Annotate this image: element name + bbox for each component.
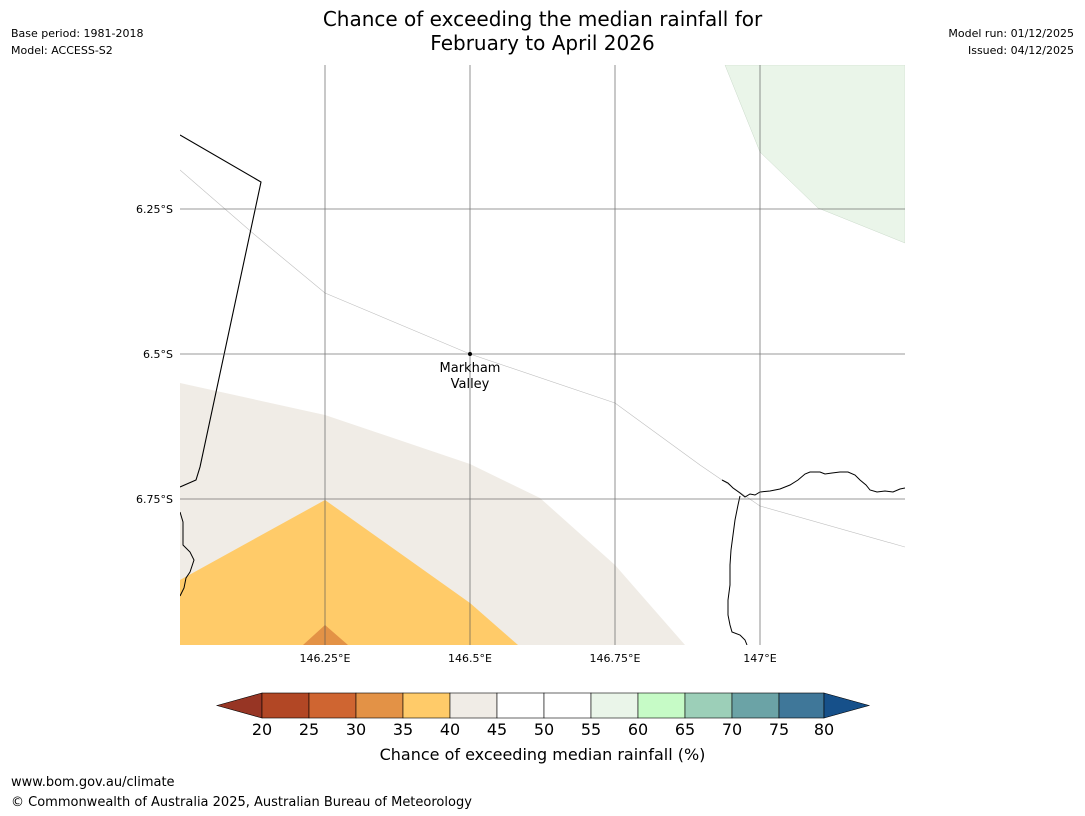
colorbar-tick-30: 30 — [346, 720, 366, 739]
location-label-line-1: Markham — [440, 361, 501, 376]
colorbar-segment-30-35 — [355, 692, 404, 719]
colorbar-segment-25-30 — [308, 692, 357, 719]
model-name: Model: ACCESS-S2 — [11, 44, 113, 57]
lat-label-6-25: 6.25°S — [136, 203, 173, 216]
location-marker — [468, 352, 472, 356]
lat-label-6-5: 6.5°S — [143, 348, 173, 361]
colorbar-segment-65-70 — [684, 692, 733, 719]
colorbar-tick-50: 50 — [534, 720, 554, 739]
colorbar-tick-75: 75 — [769, 720, 789, 739]
colorbar-segment-55-60 — [590, 692, 639, 719]
region-30-35 — [303, 625, 348, 645]
region-35-40 — [180, 500, 518, 645]
colorbar-segment-35-40 — [402, 692, 451, 719]
title-line-1: Chance of exceeding the median rainfall … — [322, 7, 763, 31]
lon-label-146-5: 146.5°E — [448, 652, 492, 665]
province-border — [180, 134, 262, 488]
colorbar-title: Chance of exceeding median rainfall (%) — [379, 745, 706, 764]
base-period: Base period: 1981-2018 — [11, 27, 144, 40]
footer-copyright: © Commonwealth of Australia 2025, Austra… — [11, 795, 472, 810]
lat-label-6-75: 6.75°S — [136, 493, 173, 506]
coastline-left — [180, 511, 195, 597]
colorbar-tick-40: 40 — [440, 720, 460, 739]
model-info: Base period: 1981-2018 Model: ACCESS-S2 — [11, 25, 143, 59]
map-panel — [180, 65, 905, 645]
colorbar-tick-35: 35 — [393, 720, 413, 739]
colorbar-low-extension — [215, 692, 263, 719]
colorbar-high-extension — [823, 692, 871, 719]
footer-url: www.bom.gov.au/climate — [11, 775, 175, 790]
title-line-2: February to April 2026 — [430, 31, 655, 55]
location-label-line-2: Valley — [451, 377, 490, 392]
lon-label-146-25: 146.25°E — [300, 652, 351, 665]
lon-label-147: 147°E — [743, 652, 776, 665]
colorbar-tick-70: 70 — [722, 720, 742, 739]
colorbar-tick-80: 80 — [814, 720, 834, 739]
region-55-60 — [724, 65, 905, 244]
colorbar-tick-65: 65 — [675, 720, 695, 739]
colorbar-segment-75-80 — [778, 692, 825, 719]
coastline-right — [721, 471, 905, 498]
colorbar — [215, 692, 871, 719]
colorbar-tick-20: 20 — [252, 720, 272, 739]
colorbar-tick-60: 60 — [628, 720, 648, 739]
colorbar-ticks: 20 25 30 35 40 45 50 55 60 65 70 75 80 — [252, 720, 834, 739]
colorbar-tick-25: 25 — [299, 720, 319, 739]
colorbar-tick-45: 45 — [487, 720, 507, 739]
lon-label-146-75: 146.75°E — [590, 652, 641, 665]
gridlines — [180, 65, 905, 645]
colorbar-segment-50-55 — [543, 692, 592, 719]
model-run: Model run: 01/12/2025 — [948, 27, 1074, 40]
issued-date: Issued: 04/12/2025 — [967, 44, 1074, 57]
map-title: Chance of exceeding the median rainfall … — [0, 7, 1085, 55]
colorbar-tick-55: 55 — [581, 720, 601, 739]
colorbar-segment-70-75 — [731, 692, 780, 719]
colorbar-segment-60-65 — [637, 692, 686, 719]
colorbar-segment-45-50 — [496, 692, 545, 719]
run-info: Model run: 01/12/2025 Issued: 04/12/2025 — [948, 25, 1074, 59]
colorbar-segment-20-25 — [261, 692, 310, 719]
coastline-bay — [727, 495, 748, 645]
colorbar-segment-40-45 — [449, 692, 498, 719]
